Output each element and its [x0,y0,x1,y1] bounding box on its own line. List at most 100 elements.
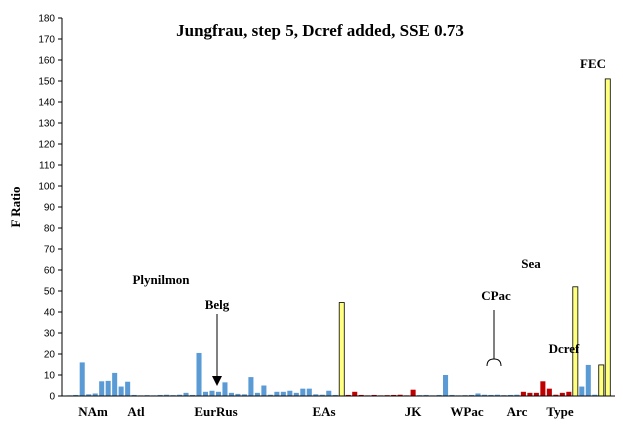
y-tick-label: 100 [38,182,55,193]
y-tick-label: 130 [38,119,55,130]
y-ticks: 0 10 20 30 40 50 60 70 80 90 100 110 120 130 140 150 160… [38,14,62,403]
bar [261,385,267,396]
bar [410,389,416,396]
bar [488,394,494,396]
bar [540,381,546,396]
y-tick-label: 180 [38,14,55,25]
bar [319,394,325,396]
bar [527,392,533,396]
bar [326,390,332,396]
bar [585,364,591,396]
bar [183,392,189,396]
bar [553,394,559,396]
annotation-fec: FEC [580,56,606,71]
y-tick-label: 90 [44,203,56,214]
bar [131,394,137,396]
y-tick-label: 170 [38,35,55,46]
bar [604,78,611,397]
bar [202,391,209,396]
group-label-atl: Atl [127,404,145,419]
y-tick-label: 140 [38,98,55,109]
bar [73,394,79,396]
bar [449,394,455,396]
bar [352,391,358,396]
bar [86,394,92,396]
bar [241,394,247,396]
bar [468,394,475,396]
bar [598,364,605,397]
y-tick-label: 60 [44,266,56,277]
bar [254,392,260,396]
bar [105,380,111,396]
bar [533,392,539,396]
bar [481,394,488,396]
bar [546,388,552,396]
y-tick-label: 120 [38,140,55,151]
bar [436,394,442,396]
y-tick-label: 40 [44,308,56,319]
group-label-wpac: WPac [450,404,483,419]
y-tick-label: 80 [44,224,56,235]
bar [592,394,598,396]
bar [514,394,520,396]
y-tick-label: 20 [44,350,56,361]
bar [222,382,228,396]
bar [423,394,429,396]
bar [177,394,183,396]
bar [235,393,241,396]
bar [391,394,397,396]
chart-title: Jungfrau, step 5, Dcref added, SSE 0.73 [176,21,464,40]
bar [248,377,254,396]
y-tick-label: 0 [49,392,55,403]
bar [358,394,364,396]
bar [520,391,526,396]
bar [443,375,449,396]
bar [209,390,215,396]
bar [267,394,273,396]
annotation-cpac: CPac [481,288,511,303]
bar [559,392,565,396]
y-tick-label: 50 [44,287,56,298]
bar [112,372,118,396]
bar [397,394,403,396]
bar [125,381,131,396]
bar [579,386,585,396]
bar [196,352,202,396]
annotation-sea: Sea [521,256,541,271]
bar [118,386,124,396]
bar [99,381,105,396]
bar [371,394,377,396]
bar [189,394,196,396]
y-tick-label: 70 [44,245,56,256]
bar [215,391,221,396]
bar [79,362,85,396]
bar [306,388,312,396]
bar [566,391,572,396]
y-tick-label: 110 [39,161,55,172]
bar [164,394,170,396]
y-tick-label: 160 [38,56,55,67]
group-label-eurrus: EurRus [194,404,237,419]
bar [92,393,98,396]
group-label-jk: JK [405,404,423,419]
y-tick-label: 150 [38,77,55,88]
cpac-bracket [486,358,502,367]
bar [313,394,319,396]
y-tick-label: 10 [44,371,56,382]
bar [345,394,351,396]
bar [280,391,286,396]
bar [274,391,280,396]
bar [293,392,299,396]
bar [300,388,306,396]
bar [287,390,293,396]
bar [475,393,481,396]
group-label-eas: EAs [312,404,335,419]
y-axis-label: F Ratio [8,186,23,227]
bar [332,394,338,396]
bar [494,394,500,396]
annotation-belg: Belg [205,297,230,312]
group-label-type: Type [546,404,573,419]
bar [507,394,513,396]
bar [157,394,163,396]
